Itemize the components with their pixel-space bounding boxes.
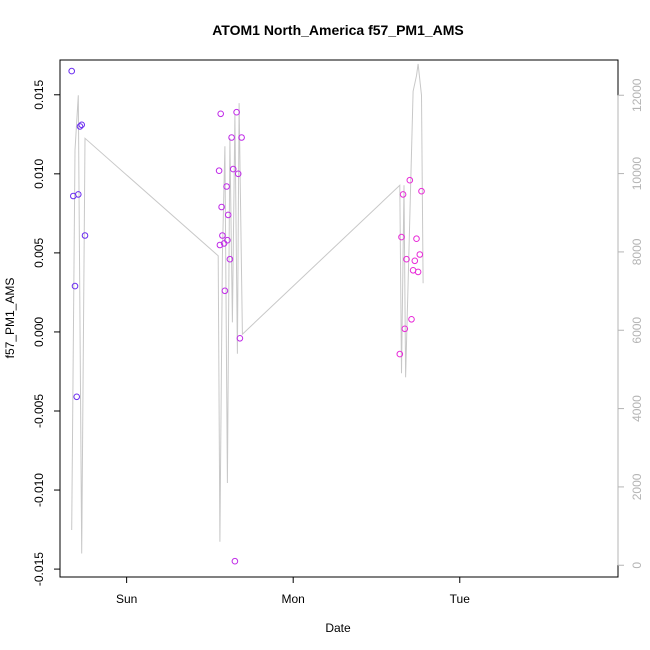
- data-point: [234, 170, 242, 178]
- data-point: [224, 236, 231, 244]
- y-tick-label: 0.000: [32, 317, 46, 347]
- x-tick-label: Tue: [450, 592, 471, 606]
- secondary-y-tick-label: 12000: [630, 78, 644, 112]
- x-axis: Sun Mon Tue: [116, 576, 471, 606]
- secondary-y-tick-label: 0: [630, 562, 644, 569]
- series-line-layer: [71, 63, 424, 554]
- x-tick-label: Sun: [116, 592, 137, 606]
- data-point: [231, 557, 239, 565]
- data-point: [236, 335, 244, 342]
- data-point: [403, 255, 410, 263]
- data-point: [221, 287, 229, 295]
- secondary-y-axis: 0 2000 4000 6000 8000 10000 12000: [617, 78, 644, 569]
- data-point: [219, 232, 226, 239]
- data-point: [238, 134, 245, 141]
- points-layer: [68, 67, 425, 565]
- y-tick-label: 0.010: [32, 158, 46, 188]
- secondary-y-tick-label: 8000: [630, 238, 644, 265]
- data-point: [396, 350, 404, 358]
- data-point: [413, 235, 420, 242]
- data-point: [228, 134, 235, 141]
- data-point: [223, 183, 230, 190]
- data-point: [73, 393, 80, 401]
- y-tick-label: -0.015: [32, 552, 46, 586]
- secondary-y-tick-label: 10000: [630, 157, 644, 191]
- data-point: [414, 268, 422, 276]
- data-point: [408, 316, 415, 323]
- data-point: [76, 123, 84, 130]
- y-tick-label: -0.010: [32, 473, 46, 507]
- series-line: [71, 63, 424, 554]
- secondary-y-tick-label: 4000: [630, 395, 644, 422]
- y-axis: -0.015 -0.010 -0.005 0.000 0.005 0.010 0.015: [32, 79, 61, 586]
- data-point: [68, 67, 75, 75]
- y-tick-label: 0.015: [32, 79, 46, 109]
- data-point: [78, 121, 85, 129]
- data-point: [399, 191, 407, 198]
- data-point: [416, 251, 424, 258]
- data-point: [226, 255, 234, 263]
- data-point: [406, 176, 414, 184]
- data-point: [401, 325, 409, 333]
- y-tick-label: -0.005: [32, 394, 46, 428]
- data-point: [411, 257, 419, 265]
- data-point: [218, 203, 225, 211]
- data-point: [216, 241, 224, 249]
- secondary-y-tick-label: 6000: [630, 317, 644, 344]
- data-point: [418, 187, 425, 195]
- x-axis-label: Date: [325, 621, 351, 635]
- data-point: [81, 232, 89, 239]
- data-point: [229, 165, 237, 173]
- y-axis-label: f57_PM1_AMS: [3, 278, 17, 359]
- data-point: [215, 167, 223, 174]
- data-point: [71, 282, 79, 290]
- secondary-y-tick-label: 2000: [630, 473, 644, 500]
- chart-title: ATOM1 North_America f57_PM1_AMS: [212, 22, 464, 38]
- data-point: [75, 191, 82, 198]
- x-tick-label: Mon: [282, 592, 305, 606]
- data-point: [224, 211, 232, 219]
- y-tick-label: 0.005: [32, 238, 46, 268]
- data-point: [233, 108, 240, 116]
- data-point: [398, 233, 405, 241]
- data-point: [217, 110, 224, 118]
